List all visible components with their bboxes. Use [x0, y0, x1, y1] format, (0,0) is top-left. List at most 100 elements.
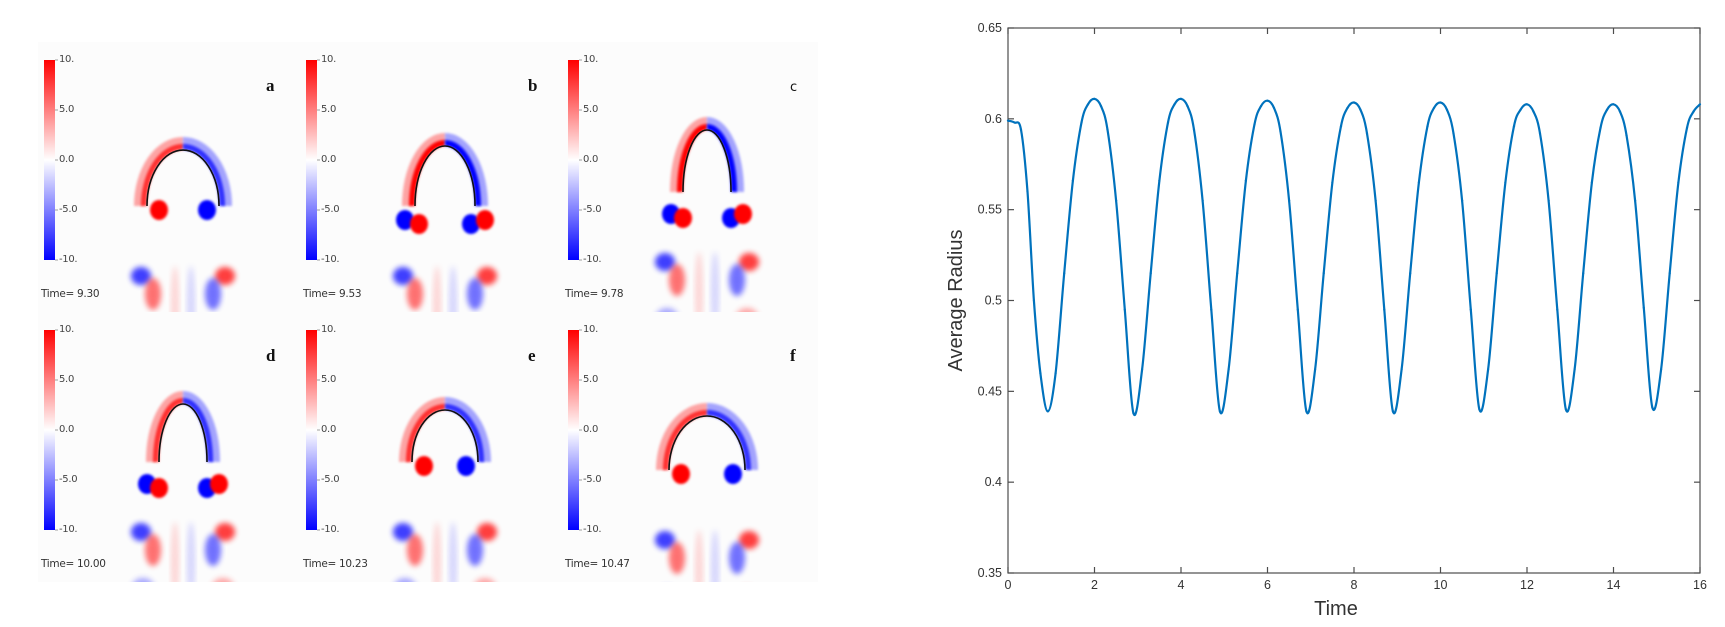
colorbar-tick-label: -5.0: [321, 474, 340, 485]
data-point: [1538, 132, 1542, 135]
data-point: [1296, 308, 1299, 311]
wake-vortex-lobe: [711, 530, 719, 582]
y-tick-label: 0.35: [978, 566, 1002, 580]
colorbar-tick-label: -10.: [583, 524, 602, 535]
primary-vortex: [410, 214, 428, 234]
y-tick-label: 0.45: [978, 384, 1002, 398]
data-point: [1668, 272, 1671, 275]
vortex-structure: [393, 397, 497, 582]
colorbar-tick-label: -5.0: [583, 474, 602, 485]
vorticity-shell-right: [706, 124, 737, 193]
wake-vortex-lobe: [407, 278, 423, 310]
average-radius-series-line: [1007, 97, 1701, 417]
data-point: [1071, 179, 1074, 182]
vorticity-field: [568, 59, 759, 312]
interface-curve: [668, 415, 746, 471]
data-point: [1032, 299, 1036, 302]
data-point: [1140, 368, 1144, 371]
time-label: Time= 9.30: [41, 288, 100, 300]
primary-vortex: [396, 210, 414, 230]
data-point: [1086, 103, 1090, 106]
data-point: [1331, 181, 1334, 184]
colorbar: [568, 60, 579, 260]
data-point: [1013, 121, 1016, 124]
data-point: [1352, 101, 1356, 104]
data-point: [1259, 105, 1263, 108]
data-point: [1026, 190, 1029, 193]
data-point: [1573, 368, 1576, 371]
data-point: [1383, 308, 1386, 311]
data-point: [1099, 105, 1103, 108]
time-label: Time= 9.53: [303, 288, 362, 300]
wake-vortex-lobe: [205, 278, 221, 310]
data-point: [1236, 272, 1239, 275]
primary-vortex: [674, 208, 692, 228]
snapshot-panel-c: 10. 5.0 0.0 -5.0 -10. c Time= 9.78: [562, 42, 822, 312]
time-label: Time= 10.23: [303, 558, 368, 570]
vortex-structure: [655, 403, 759, 582]
average-radius-chart: 0 2 4 6 8 10 12 14 16 0.35 0.4 0.45 0.5 0.55 0.6 0.65 T…: [945, 21, 1707, 620]
data-point: [1305, 410, 1308, 413]
colorbar-tick-label: -5.0: [583, 204, 602, 215]
wake-vortex-lobe: [395, 578, 415, 582]
vortex-structure: [393, 133, 497, 312]
vorticity-shell-left: [406, 404, 446, 463]
vorticity-shell-left: [141, 144, 184, 207]
wake-vortex-lobe: [131, 267, 151, 285]
x-tick-label: 6: [1264, 578, 1271, 592]
data-point: [1244, 179, 1247, 182]
colorbar-tick-label: 5.0: [321, 374, 337, 385]
snapshot-panel-d: 10. 5.0 0.0 -5.0 -10. d Time= 10.00: [38, 312, 298, 582]
snapshot-panel-f: 10. 5.0 0.0 -5.0 -10. f Time= 10.47: [562, 312, 822, 582]
wake-vortex-lobe: [133, 578, 153, 582]
primary-vortex: [457, 456, 475, 476]
data-point: [1504, 181, 1507, 184]
vorticity-field: [44, 329, 235, 582]
vorticity-field: [306, 329, 497, 582]
data-point: [1564, 408, 1568, 411]
panel-letter: b: [528, 76, 538, 95]
data-point: [1365, 132, 1369, 135]
x-tick-label: 2: [1091, 578, 1098, 592]
vorticity-field: [44, 59, 235, 312]
colorbar: [568, 330, 579, 530]
primary-vortex: [415, 456, 433, 476]
data-point: [1179, 97, 1183, 100]
data-point: [1400, 368, 1403, 371]
data-point: [1409, 272, 1412, 275]
data-point: [1486, 368, 1490, 371]
primary-vortex: [150, 200, 168, 220]
x-tick-label: 14: [1607, 578, 1621, 592]
interface-curve: [146, 149, 220, 207]
data-point: [1439, 101, 1442, 104]
wake-vortex-lobe: [433, 266, 441, 312]
data-point: [1618, 110, 1622, 113]
vorticity-shell-left: [677, 124, 708, 193]
data-point: [1106, 128, 1109, 131]
data-point: [1123, 308, 1126, 311]
data-point: [1158, 179, 1161, 182]
wake-vortex-lobe: [433, 522, 441, 582]
colorbar: [44, 330, 55, 530]
x-tick-label: 10: [1434, 578, 1448, 592]
colorbar-tick-label: 5.0: [59, 374, 75, 385]
data-point: [1417, 181, 1420, 184]
colorbar-tick-label: 5.0: [321, 104, 337, 115]
data-point: [1046, 410, 1049, 413]
vorticity-shell-right: [444, 133, 488, 207]
wake-vortex-lobe: [467, 534, 483, 566]
wake-vortex-lobe: [213, 578, 233, 582]
wake-vortex-lobe: [205, 534, 221, 566]
wake-vortex-lobe: [739, 253, 759, 271]
colorbar-tick-label: 10.: [321, 324, 337, 335]
vorticity-shell-right: [444, 404, 484, 463]
data-point: [1201, 199, 1204, 202]
vortex-structure: [131, 137, 235, 312]
data-point: [1218, 410, 1222, 413]
colorbar-tick-label: -10.: [59, 254, 78, 265]
vorticity-shell-right: [444, 397, 491, 463]
data-point: [1445, 108, 1449, 111]
data-point: [1173, 103, 1176, 106]
vorticity-shell-right: [182, 391, 220, 463]
panel-letter: d: [266, 346, 276, 365]
